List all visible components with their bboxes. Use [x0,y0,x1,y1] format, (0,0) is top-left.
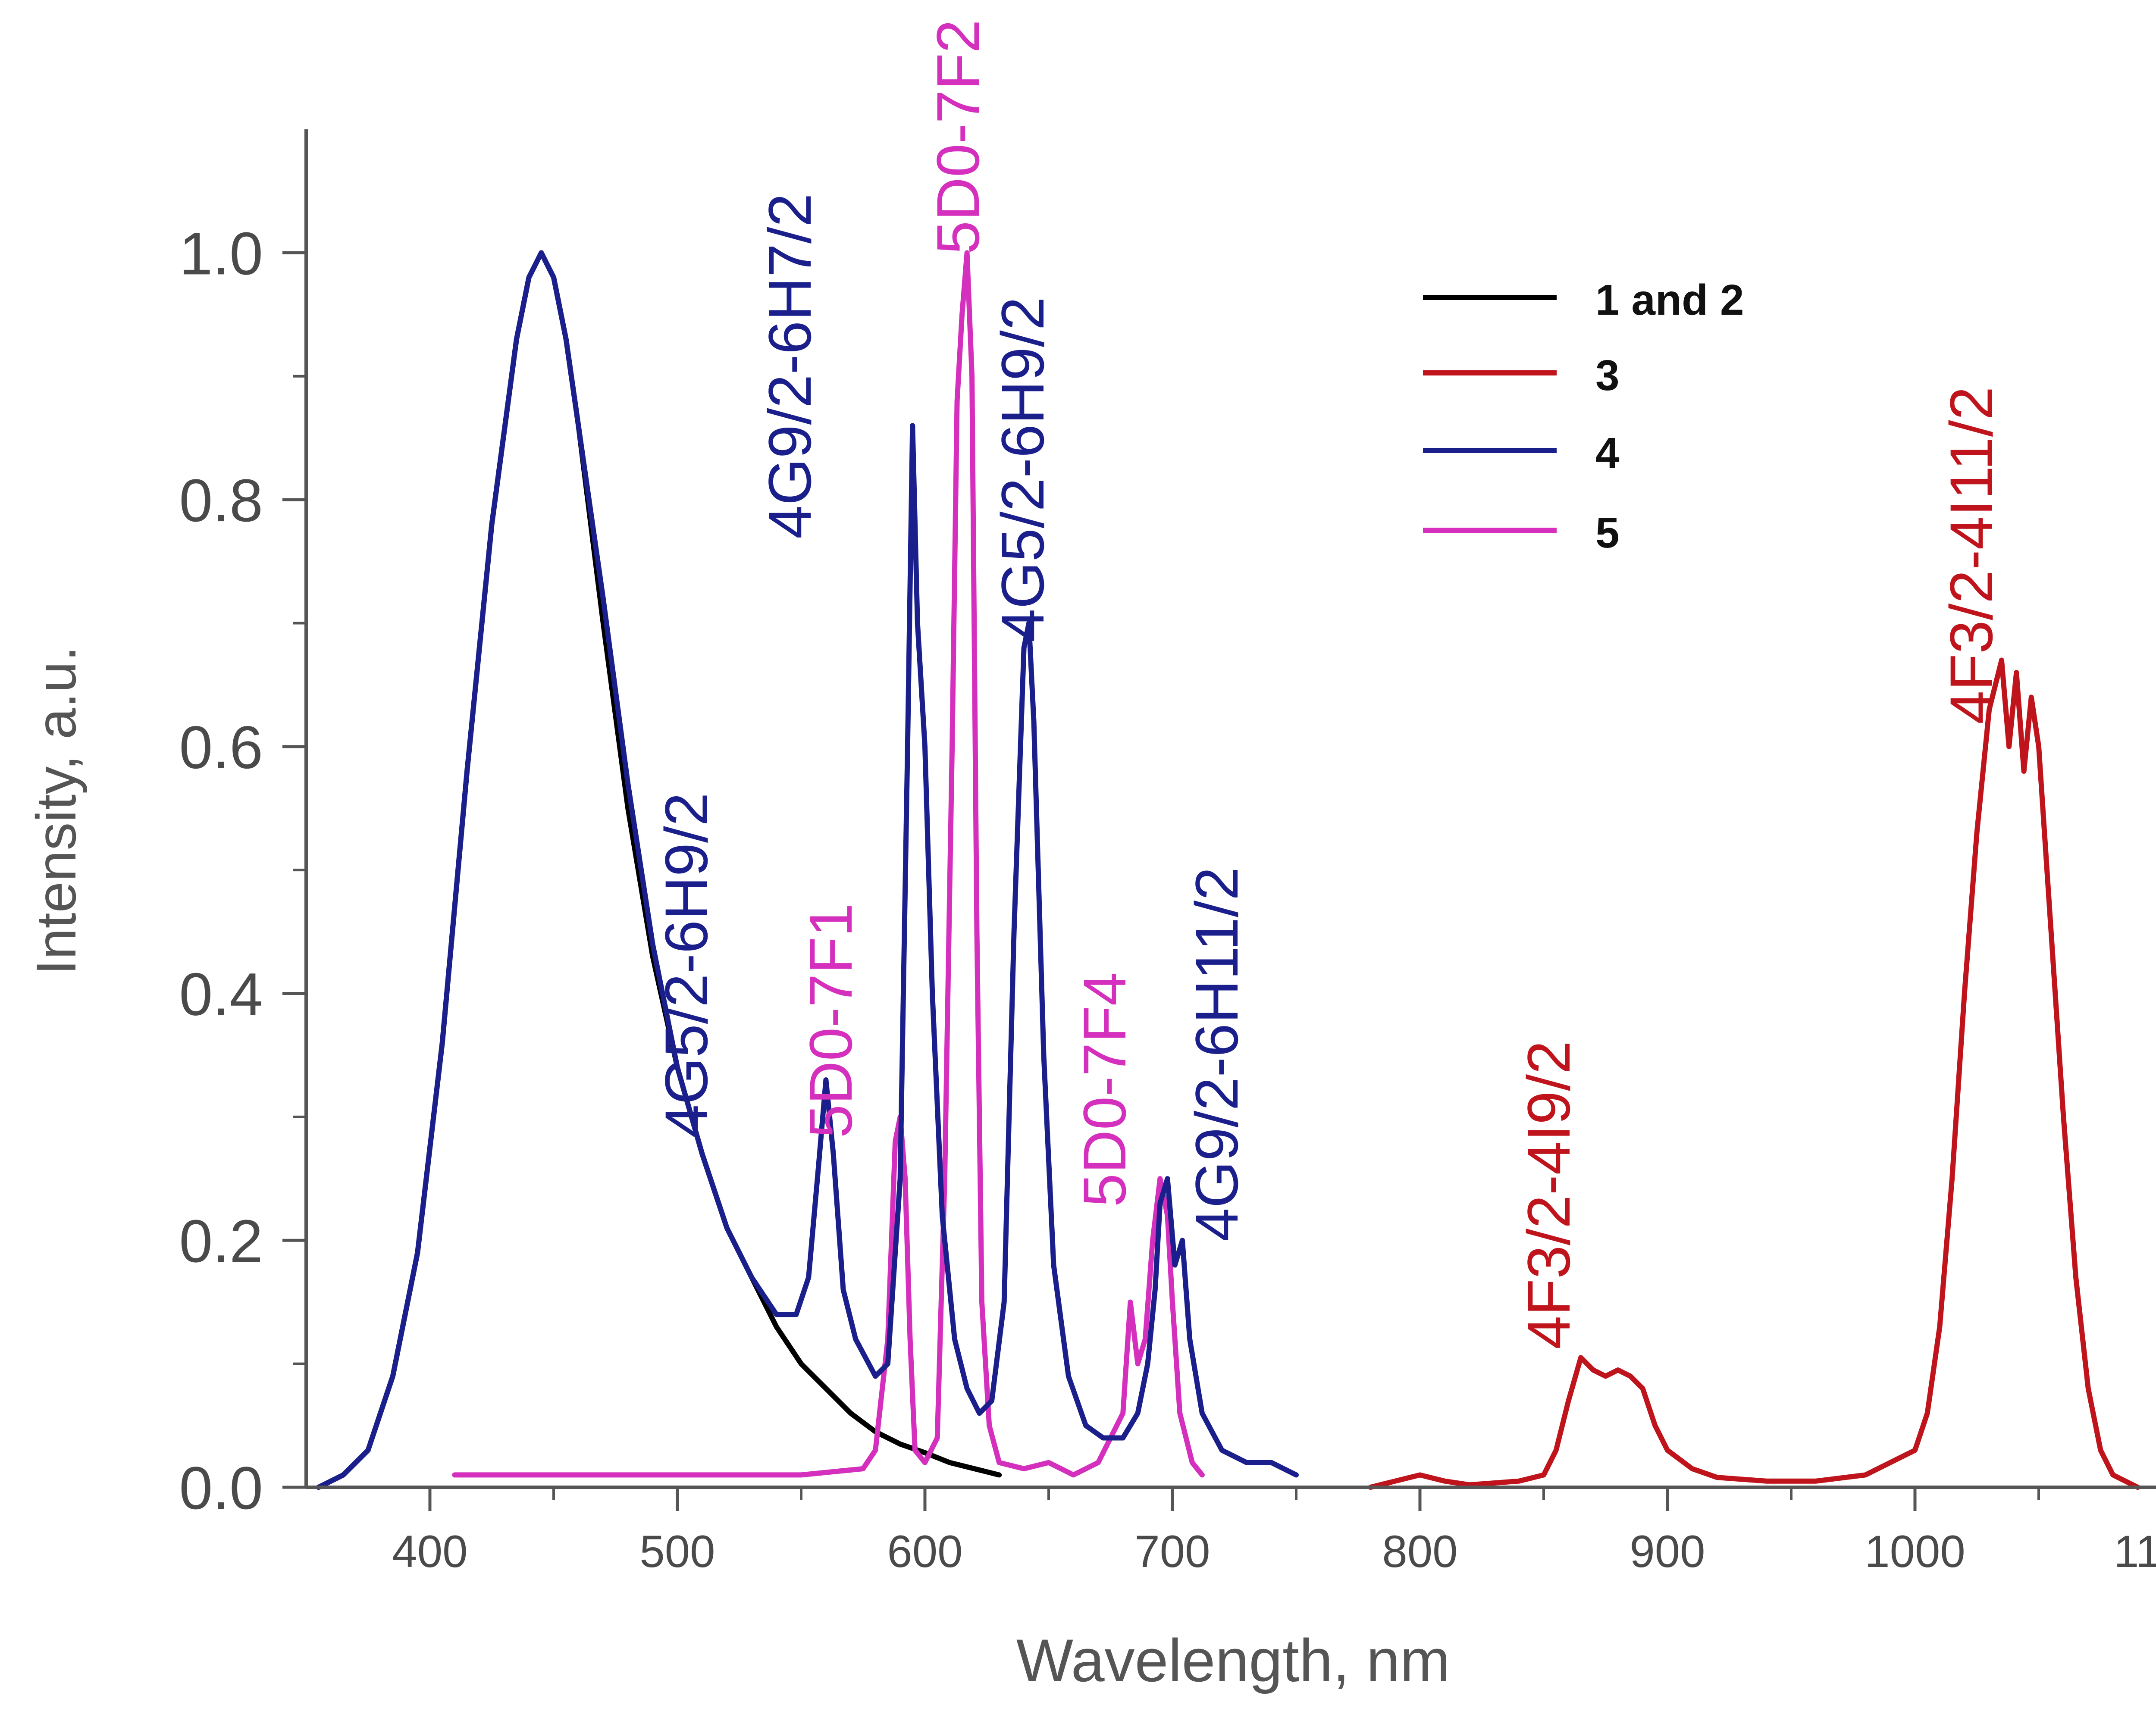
x-tick-label: 1100 [2114,1526,2156,1577]
transition-label: 4F3/2-4I9/2 [1515,1041,1583,1349]
legend: 1 and 2 3 4 5 [1423,276,1744,557]
y-tick-label: 0.2 [179,1207,263,1275]
x-axis-title: Wavelength, nm [1016,1627,1450,1694]
transition-label: 4G5/2-6H9/2 [652,792,720,1138]
plot-lines [316,250,2140,1490]
transition-label: 4G9/2-6H7/2 [756,193,824,539]
transition-label: 5D0-7F4 [1071,972,1138,1207]
x-tick-label: 500 [639,1526,715,1577]
y-tick-label: 1.0 [179,219,263,287]
transition-label-text: 5D0-7F2 [924,19,992,254]
x-ticks: 400 500 600 700 800 900 1000 1100 [392,1487,2156,1577]
y-tick-label: 0.0 [179,1454,263,1522]
transition-label-text: 5D0-7F4 [1071,972,1138,1207]
transition-label-text: 4G5/2-6H9/2 [989,297,1056,642]
series-line-4 [452,250,1205,1478]
x-tick-label: 900 [1630,1526,1705,1577]
transition-label-text: 5D0-7F1 [797,903,865,1138]
transition-label-text: 4G9/2-6H11/2 [1183,867,1250,1242]
y-ticks: 0.0 0.2 0.4 0.6 0.8 1.0 [179,219,306,1522]
transition-label-text: 4F3/2-4I9/2 [1515,1041,1583,1349]
y-tick-label: 0.8 [179,466,263,534]
transition-label: 4F3/2-4I11/2 [1937,387,2005,724]
transition-label: 4G9/2-6H11/2 [1183,867,1250,1242]
legend-label-3: 4 [1595,429,1620,477]
transition-label-text: 4G5/2-6H9/2 [652,792,720,1138]
transition-annotations: 4G9/2-6H7/2 4G5/2-6H9/2 4G5/2-6H9/2 4G9/2-6… [652,19,2005,1349]
x-tick-label: 400 [392,1526,467,1577]
transition-label: 5D0-7F2 [924,19,992,254]
axes [304,129,2156,1489]
legend-label-4: 5 [1595,509,1620,557]
series-line-3 [316,250,1299,1490]
x-tick-label: 1000 [1865,1526,1965,1577]
x-tick-label: 800 [1382,1526,1457,1577]
transition-label: 5D0-7F1 [797,903,865,1138]
series-line-2 [1368,657,2140,1490]
y-axis-title: Intensity, a.u. [25,646,88,975]
legend-label-1: 1 and 2 [1595,276,1744,324]
x-tick-label: 700 [1134,1526,1210,1577]
transition-label: 4G5/2-6H9/2 [989,297,1056,642]
y-tick-label: 0.6 [179,713,263,781]
legend-label-2: 3 [1595,351,1620,400]
y-tick-label: 0.4 [179,960,263,1028]
transition-label-text: 4G9/2-6H7/2 [756,193,824,539]
transition-label-text: 4F3/2-4I11/2 [1937,387,2005,724]
x-tick-label: 600 [887,1526,962,1577]
